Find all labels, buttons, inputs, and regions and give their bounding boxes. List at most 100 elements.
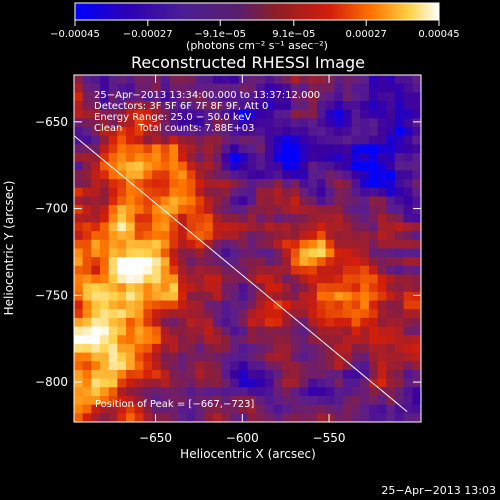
heatmap-cell (377, 274, 387, 284)
heatmap-cell (325, 135, 335, 145)
heatmap-cell (126, 274, 136, 284)
heatmap-cell (273, 291, 283, 302)
heatmap-cell (74, 83, 84, 93)
heatmap-cell (204, 413, 214, 422)
heatmap-cell (126, 127, 136, 137)
heatmap-cell (256, 213, 266, 224)
heatmap-cell (412, 127, 421, 137)
heatmap-cell (212, 378, 223, 388)
heatmap-cell (134, 317, 144, 328)
heatmap-cell (82, 343, 92, 354)
heatmap-cell (403, 75, 413, 85)
heatmap-cell (152, 135, 162, 145)
heatmap-cell (82, 153, 92, 163)
heatmap-cell (290, 222, 301, 232)
heatmap-cell (290, 309, 301, 319)
heatmap-cell (126, 231, 136, 241)
heatmap-cell (299, 335, 309, 345)
heatmap-cell (152, 326, 162, 336)
heatmap-cell (412, 135, 421, 145)
heatmap-cell (169, 92, 179, 102)
heatmap-cell (186, 343, 197, 354)
heatmap-cell (290, 343, 301, 354)
heatmap-cell (74, 335, 84, 345)
heatmap-cell (264, 274, 275, 284)
heatmap-cell (325, 109, 335, 119)
heatmap-cell (290, 283, 301, 293)
heatmap-cell (204, 170, 214, 180)
heatmap-cell (186, 283, 197, 293)
heatmap-cell (117, 127, 127, 137)
annotation-energy: Energy Range: 25.0 − 50.0 keV (94, 112, 251, 123)
heatmap-cell (169, 135, 179, 145)
heatmap-cell (256, 92, 266, 102)
heatmap-cell (386, 231, 396, 241)
heatmap-cell (195, 387, 205, 397)
heatmap-cell (126, 213, 136, 224)
heatmap-cell (195, 274, 205, 284)
heatmap-cell (412, 300, 421, 310)
heatmap-cell (82, 231, 92, 241)
heatmap-cell (204, 283, 214, 293)
heatmap-cell (247, 187, 257, 198)
heatmap-cell (368, 144, 379, 154)
heatmap-cell (100, 231, 110, 241)
heatmap-cell (264, 135, 275, 145)
heatmap-cell (74, 343, 84, 354)
heatmap-cell (221, 361, 231, 371)
heatmap-cell (282, 170, 292, 180)
heatmap-cell (256, 179, 266, 189)
heatmap-cell (91, 127, 101, 137)
heatmap-cell (238, 326, 249, 336)
heatmap-cell (247, 248, 257, 258)
heatmap-cell (212, 404, 223, 414)
heatmap-cell (325, 343, 335, 354)
heatmap-cell (238, 378, 249, 388)
heatmap-cell (360, 239, 370, 250)
heatmap-cell (394, 300, 405, 310)
heatmap-cell (386, 352, 396, 362)
heatmap-cell (334, 109, 344, 119)
heatmap-cell (108, 283, 118, 293)
heatmap-cell (308, 352, 318, 362)
heatmap-cell (186, 395, 197, 406)
heatmap-cell (282, 144, 292, 154)
heatmap-cell (178, 170, 188, 180)
heatmap-cell (195, 335, 205, 345)
heatmap-cell (299, 395, 309, 406)
heatmap-cell (195, 369, 205, 380)
heatmap-cell (308, 274, 318, 284)
heatmap-cell (152, 265, 162, 276)
heatmap-cell (152, 387, 162, 397)
heatmap-cell (325, 404, 335, 414)
heatmap-cell (412, 109, 421, 119)
heatmap-cell (82, 75, 92, 85)
heatmap-cell (160, 118, 171, 128)
x-tick-label: −650 (139, 431, 172, 445)
heatmap-cell (412, 179, 421, 189)
heatmap-cell (256, 291, 266, 302)
heatmap-cell (212, 101, 223, 111)
heatmap-cell (334, 179, 344, 189)
heatmap-cell (126, 309, 136, 319)
heatmap-cell (126, 187, 136, 198)
heatmap-cell (360, 161, 370, 172)
heatmap-cell (386, 196, 396, 206)
heatmap-cell (134, 213, 144, 224)
heatmap-cell (238, 153, 249, 163)
heatmap-cell (91, 153, 101, 163)
heatmap-cell (212, 127, 223, 137)
heatmap-cell (195, 231, 205, 241)
heatmap-cell (282, 231, 292, 241)
heatmap-cell (74, 239, 84, 250)
heatmap-cell (108, 213, 118, 224)
heatmap-cell (100, 222, 110, 232)
heatmap-cell (325, 413, 335, 422)
heatmap-cell (230, 144, 240, 154)
heatmap-cell (256, 222, 266, 232)
heatmap-cell (117, 205, 127, 215)
heatmap-cell (178, 205, 188, 215)
heatmap-cell (351, 205, 361, 215)
heatmap-cell (377, 300, 387, 310)
heatmap-cell (334, 300, 344, 310)
